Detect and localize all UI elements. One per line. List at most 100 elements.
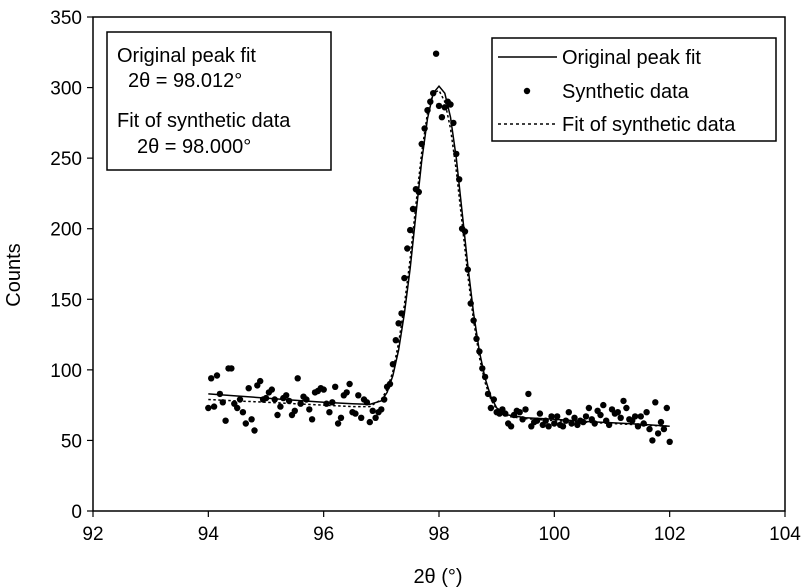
annotation-box: Original peak fit 2θ = 98.012° Fit of sy… (106, 31, 332, 171)
y-tick-label: 250 (50, 149, 82, 170)
data-point (450, 119, 457, 127)
data-point (329, 399, 336, 406)
data-point (580, 418, 587, 426)
data-point (407, 226, 414, 234)
data-point (582, 413, 590, 420)
data-point (213, 372, 221, 379)
data-point (424, 107, 431, 114)
data-point (323, 400, 330, 407)
data-point (467, 300, 474, 307)
data-point (643, 409, 650, 416)
data-point (565, 409, 572, 416)
data-point (372, 414, 379, 421)
data-point (358, 414, 365, 421)
data-point (334, 420, 342, 427)
data-point (297, 400, 304, 407)
x-tick-label: 94 (198, 524, 220, 545)
data-point (306, 406, 313, 413)
data-point (401, 274, 408, 282)
data-point (490, 396, 497, 403)
legend-frame (491, 37, 777, 142)
data-point (294, 375, 301, 382)
data-point (461, 228, 469, 235)
data-point (291, 407, 298, 414)
data-point (487, 404, 495, 412)
data-point (395, 320, 402, 327)
data-point (277, 403, 284, 410)
data-point (623, 404, 630, 412)
data-point (533, 417, 541, 424)
data-point (617, 414, 624, 421)
data-point (522, 406, 529, 413)
data-point (274, 411, 281, 419)
data-point (303, 396, 310, 403)
x-tick-label: 92 (82, 524, 103, 545)
annotation-line: 2θ = 98.000° (137, 136, 251, 158)
data-point (427, 98, 434, 105)
data-point (398, 310, 405, 317)
data-point (271, 396, 278, 403)
x-tick-label: 102 (654, 524, 686, 545)
ticks-layer: 92 94 96 98 100 102 104 0 50 100 150 200 250 300 350 (50, 8, 801, 545)
data-point (262, 394, 270, 402)
data-point (346, 380, 353, 388)
data-point (320, 386, 327, 393)
data-point (409, 205, 417, 213)
data-point (268, 386, 275, 393)
y-tick-label: 0 (71, 502, 82, 523)
data-point (308, 416, 316, 423)
data-point (479, 365, 486, 372)
data-point (216, 390, 224, 398)
data-point (654, 430, 662, 437)
data-point (447, 101, 454, 108)
x-tick-label: 96 (313, 524, 334, 545)
data-point (404, 245, 411, 252)
x-tick-label: 100 (538, 524, 570, 545)
data-point (418, 140, 425, 148)
data-point (597, 411, 604, 419)
y-tick-label: 50 (61, 431, 82, 452)
data-point (657, 418, 665, 426)
annotation-line: 2θ = 98.012° (128, 70, 242, 92)
data-point (614, 409, 621, 416)
data-point (476, 348, 483, 355)
data-point (389, 361, 397, 368)
points-layer (205, 50, 673, 445)
data-point (205, 404, 212, 412)
data-point (519, 416, 526, 423)
data-point (242, 420, 249, 427)
data-point (245, 385, 252, 392)
data-point (559, 423, 567, 430)
data-point (369, 407, 376, 414)
x-axis-label: 2θ (°) (413, 566, 462, 588)
x-tick-label: 98 (428, 524, 449, 545)
data-point (421, 125, 428, 132)
data-point (652, 399, 659, 406)
data-point (210, 403, 218, 410)
data-point (470, 317, 477, 324)
data-point (332, 383, 339, 390)
data-point (554, 413, 561, 420)
data-point (516, 409, 523, 416)
data-point (363, 399, 371, 406)
legend: Original peak fit Synthetic data Fit of … (491, 37, 777, 142)
data-point (438, 114, 446, 121)
data-point (640, 420, 647, 427)
data-point (326, 409, 333, 416)
annotation-line: Original peak fit (117, 45, 256, 67)
data-point (545, 423, 552, 430)
data-point (366, 418, 373, 426)
data-point (352, 410, 359, 417)
data-point (228, 365, 235, 372)
data-point (415, 188, 422, 196)
data-point (285, 397, 293, 405)
annotation-frame (106, 31, 332, 171)
data-point (663, 404, 670, 412)
data-point (257, 377, 264, 385)
data-point (631, 413, 639, 420)
data-point (386, 380, 394, 388)
data-point (251, 427, 258, 434)
data-point (283, 392, 290, 399)
series-line-fit-synthetic (208, 89, 670, 428)
data-point (453, 150, 460, 158)
